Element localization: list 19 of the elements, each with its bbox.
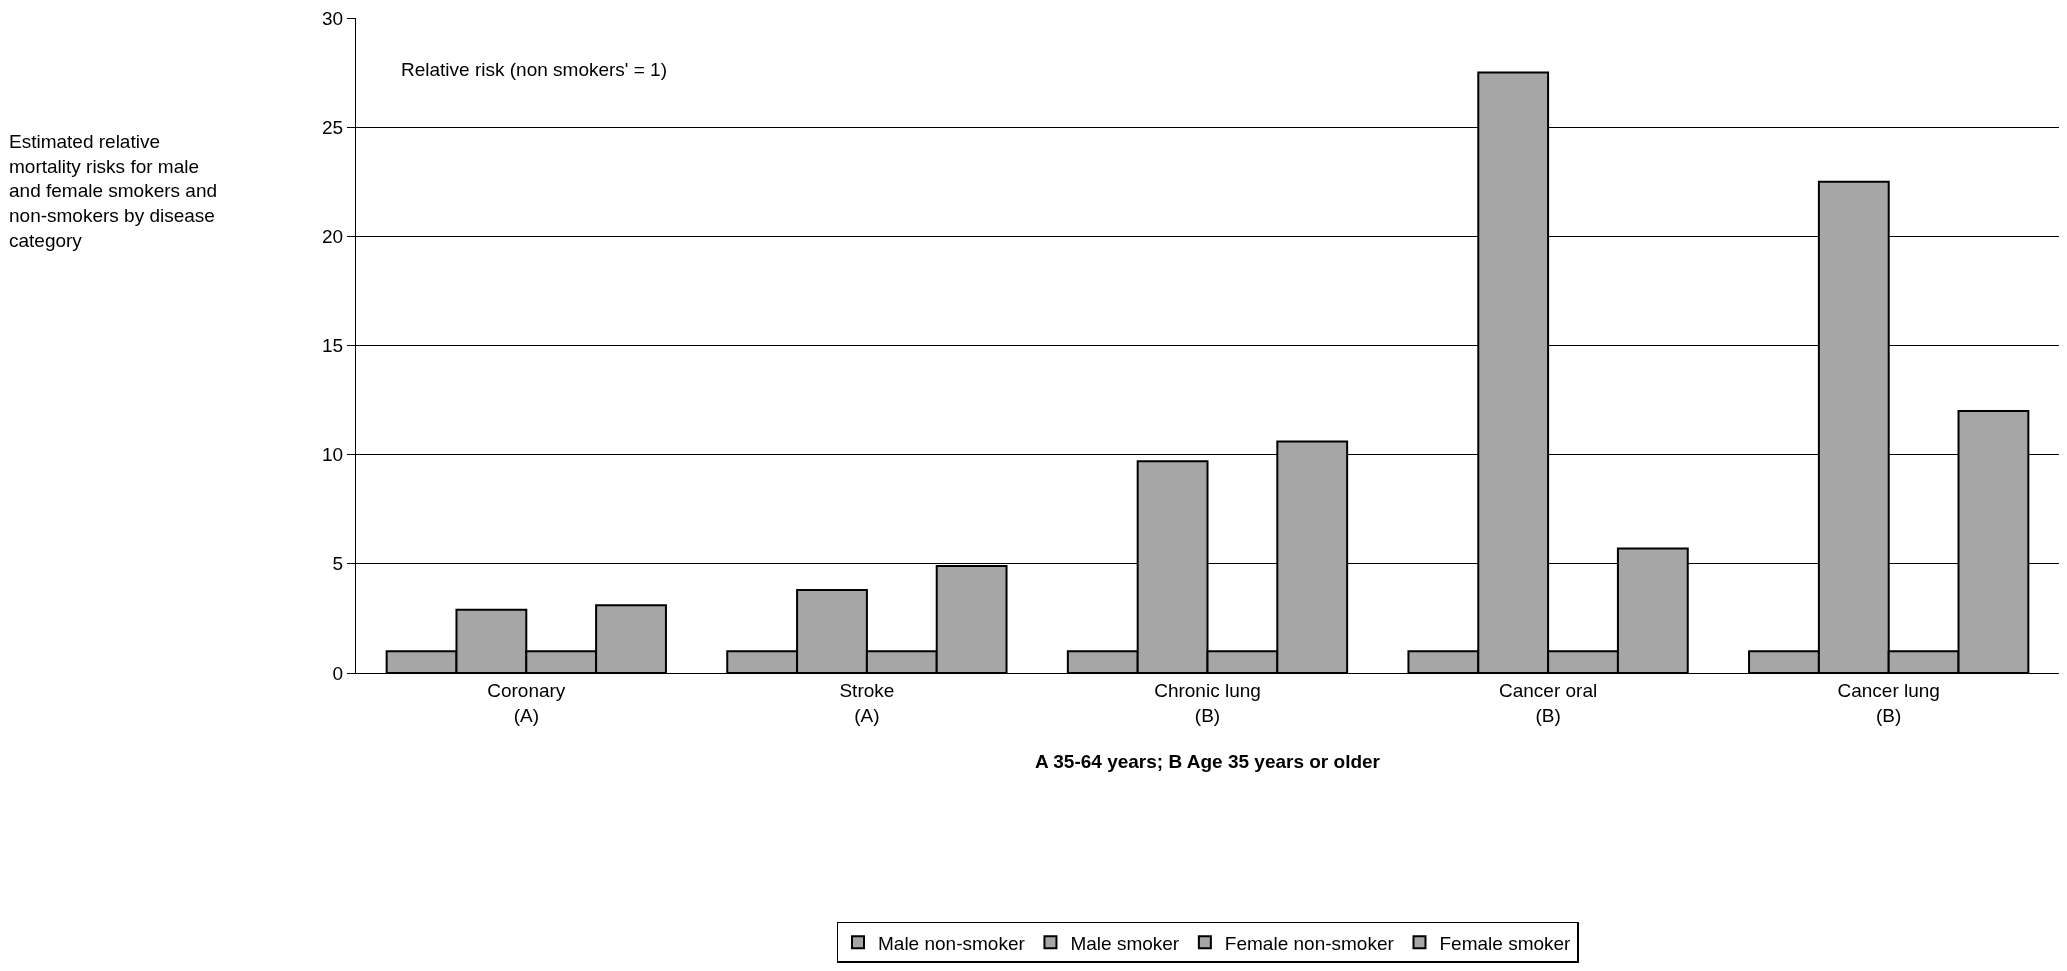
legend-label: Female smoker	[1439, 932, 1572, 954]
x-axis-title: A 35-64 years; B Age 35 years or older	[1035, 751, 1381, 773]
x-tick-label: Cancer lung (B)	[1837, 679, 1940, 726]
y-tick-label: 0	[332, 662, 344, 684]
y-tick-label: 30	[322, 7, 344, 29]
legend-label: Male non-smoker	[878, 932, 1026, 954]
y-tick-label: 25	[322, 116, 344, 138]
legend-label: Female non-smoker	[1224, 932, 1395, 954]
x-tick-label: Coronary (A)	[487, 679, 566, 726]
y-tick-label: 20	[322, 225, 344, 247]
x-tick-label: Cancer oral (B)	[1498, 679, 1598, 726]
legend-label: Male smoker	[1070, 932, 1180, 954]
y-tick-label: 5	[332, 553, 344, 575]
y-tick-label: 10	[322, 444, 344, 466]
x-tick-label: Chronic lung (B)	[1154, 679, 1261, 726]
text: Estimated relative mortality risks for male and female smokers and non-smokers by disease category	[9, 131, 218, 251]
y-axis-title: Relative risk (non smokers' = 1)	[401, 59, 668, 80]
y-tick-label: 15	[322, 335, 344, 357]
x-tick-label: Stroke (A)	[839, 679, 895, 726]
